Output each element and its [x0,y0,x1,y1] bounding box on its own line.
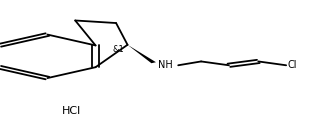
Polygon shape [128,45,156,63]
Text: &1: &1 [113,45,125,54]
Text: NH: NH [158,60,173,70]
Text: HCl: HCl [62,106,81,116]
Text: Cl: Cl [287,60,297,70]
